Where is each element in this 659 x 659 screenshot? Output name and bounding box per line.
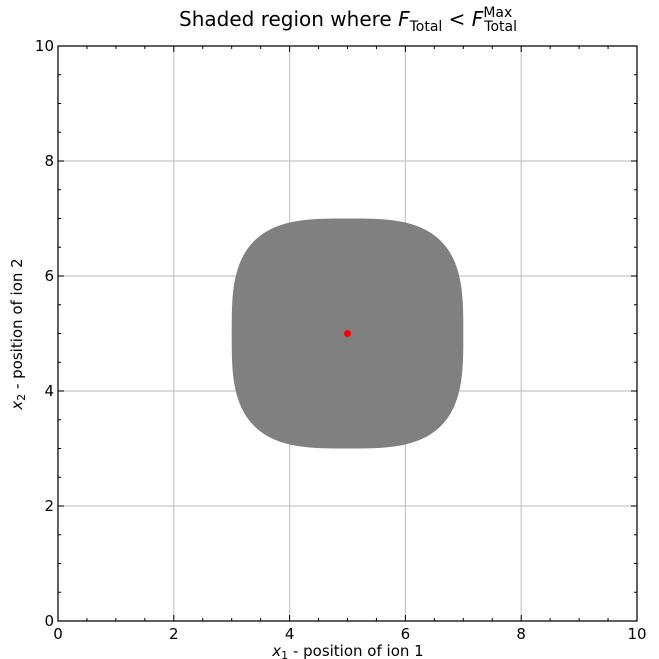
x-axis-label: x1 - position of ion 1 bbox=[271, 642, 423, 659]
x-axis-label-sub: 1 bbox=[281, 649, 288, 659]
chart-title: Shaded region where FTotal < FMax Total bbox=[179, 5, 517, 35]
x-tick-label: 10 bbox=[627, 625, 646, 643]
y-axis-label-text: - position of ion 2 bbox=[8, 258, 26, 394]
chart-title-rhs-sub: Total bbox=[483, 19, 517, 35]
y-axis-label: x2 - position of ion 2 bbox=[8, 258, 28, 410]
x-tick-label: 4 bbox=[285, 625, 295, 643]
chart-title-lhs-sub: Total bbox=[409, 19, 443, 35]
x-axis-label-text: - position of ion 1 bbox=[288, 642, 424, 659]
y-tick-label: 6 bbox=[44, 267, 54, 285]
y-tick-label: 4 bbox=[44, 382, 54, 400]
chart-title-rhs-symbol: F bbox=[472, 7, 484, 31]
x-axis-label-symbol: x bbox=[271, 642, 281, 659]
x-tick-labels: 0 2 4 6 8 10 bbox=[53, 625, 646, 643]
y-tick-label: 8 bbox=[44, 152, 54, 170]
x-tick-label: 8 bbox=[516, 625, 526, 643]
chart-title-rhs-sup: Max bbox=[483, 5, 512, 21]
x-tick-label: 2 bbox=[169, 625, 179, 643]
x-tick-label: 6 bbox=[401, 625, 411, 643]
x-tick-label: 0 bbox=[53, 625, 63, 643]
y-axis-label-sub: 2 bbox=[15, 394, 28, 401]
chart-title-lhs-symbol: F bbox=[398, 7, 410, 31]
center-point bbox=[344, 330, 351, 337]
axis-ticks bbox=[57, 45, 638, 622]
y-axis-label-symbol: x bbox=[8, 401, 26, 411]
chart-title-prefix: Shaded region where bbox=[179, 7, 398, 31]
y-tick-label: 10 bbox=[35, 37, 54, 55]
chart-title-relation: < bbox=[442, 7, 471, 31]
y-tick-label: 2 bbox=[44, 497, 54, 515]
y-tick-label: 0 bbox=[44, 612, 54, 630]
y-tick-labels: 0 2 4 6 8 10 bbox=[35, 37, 54, 630]
